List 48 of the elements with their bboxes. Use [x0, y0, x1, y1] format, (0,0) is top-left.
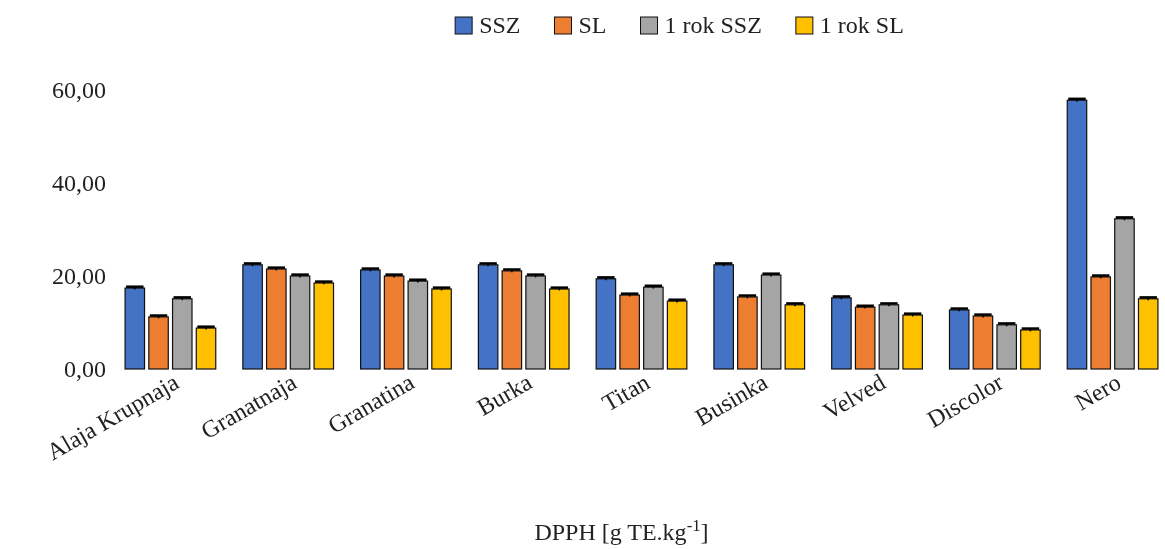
bar — [431, 288, 452, 370]
bar — [1137, 298, 1159, 370]
bar — [1066, 99, 1088, 370]
bar — [360, 269, 381, 370]
y-tick-label: 60,00 — [52, 77, 106, 104]
bar — [242, 264, 263, 370]
x-axis-title: DPPH [g TE.kg$^{-1}$] — [534, 515, 709, 545]
bar — [854, 306, 876, 370]
bar — [477, 264, 499, 370]
legend-label: 1 rok SL — [819, 12, 904, 38]
bar — [289, 275, 311, 370]
y-tick-label: 40,00 — [52, 170, 106, 197]
bar — [831, 297, 852, 370]
bar — [313, 282, 335, 370]
bar — [1090, 276, 1112, 370]
bar — [643, 286, 664, 370]
bar — [784, 304, 806, 370]
bar — [878, 304, 900, 370]
bar — [902, 314, 923, 370]
bar — [713, 264, 734, 370]
bar — [1114, 218, 1135, 370]
x-tick-label: Nero — [1070, 368, 1126, 416]
bar — [501, 270, 523, 370]
bar — [171, 298, 193, 370]
bar — [996, 324, 1018, 370]
y-tick-label: 0,00 — [64, 356, 106, 383]
bar — [383, 275, 405, 370]
x-tick-label: Titan — [597, 368, 654, 417]
bar — [760, 274, 782, 370]
bar — [525, 275, 546, 370]
y-tick-label: 20,00 — [52, 263, 106, 290]
legend-label: SSZ — [479, 12, 521, 38]
bar — [948, 309, 970, 370]
bar — [407, 280, 429, 370]
x-tick-label: Burka — [472, 368, 537, 421]
legend-label: SL — [578, 12, 607, 38]
bar — [1020, 329, 1041, 370]
bar — [666, 300, 688, 370]
bar — [549, 288, 570, 370]
bar — [737, 296, 758, 370]
bar — [148, 316, 169, 370]
bar — [265, 268, 287, 370]
bar — [195, 327, 217, 370]
bar — [619, 294, 640, 370]
bar — [972, 315, 994, 370]
bar — [595, 278, 617, 370]
legend-label: 1 rok SSZ — [664, 12, 762, 38]
bar — [124, 287, 146, 370]
